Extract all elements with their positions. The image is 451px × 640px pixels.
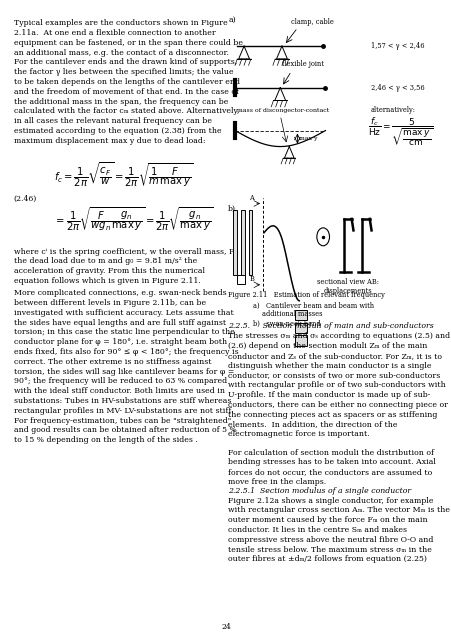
Bar (294, 323, 307, 333)
Text: displacements: displacements (323, 287, 372, 294)
Text: a)   Cantilever beam and beam with: a) Cantilever beam and beam with (253, 301, 373, 309)
Text: More complicated connections, e.g. swan-neck bends
between different levels in F: More complicated connections, e.g. swan-… (14, 289, 238, 444)
Text: where cⁱ is the spring coefficient, w the overall mass, F
the dead load due to m: where cⁱ is the spring coefficient, w th… (14, 248, 234, 285)
Text: The stresses σₘ and σₛ according to equations (2.5) and
(2.6) depend on the sect: The stresses σₘ and σₛ according to equa… (228, 332, 449, 438)
Text: alternatively:: alternatively: (370, 106, 415, 114)
Text: clamp, cable: clamp, cable (290, 17, 333, 26)
Text: b): b) (228, 205, 236, 212)
Text: 2.2.5.1  Section modulus of a single conductor: 2.2.5.1 Section modulus of a single cond… (228, 487, 410, 495)
Bar (294, 335, 307, 346)
Bar (233, 210, 236, 275)
Text: $\dfrac{f_c}{\mathrm{Hz}} = \dfrac{5}{\sqrt{\dfrac{\mathrm{max}\,y}{\mathrm{cm}}: $\dfrac{f_c}{\mathrm{Hz}} = \dfrac{5}{\s… (368, 115, 433, 148)
Text: 1,57 < γ < 2,46: 1,57 < γ < 2,46 (370, 42, 423, 50)
Bar (248, 210, 252, 275)
Text: a): a) (228, 16, 235, 24)
Bar (240, 210, 244, 275)
Text: 2,46 < γ < 3,56: 2,46 < γ < 3,56 (370, 84, 423, 92)
Text: 24: 24 (221, 623, 230, 631)
Text: B: B (249, 275, 253, 283)
Text: sectional view AB:: sectional view AB: (316, 278, 378, 287)
Text: $f_c = \dfrac{1}{2\pi}\sqrt{\dfrac{c_F}{w}} = \dfrac{1}{2\pi}\sqrt{\dfrac{1}{m}\: $f_c = \dfrac{1}{2\pi}\sqrt{\dfrac{c_F}{… (54, 160, 193, 189)
Text: flexible joint: flexible joint (282, 61, 324, 68)
Text: Figure 2.12a shows a single conductor, for example
with rectangular cross sectio: Figure 2.12a shows a single conductor, f… (228, 497, 449, 563)
Text: mass of discongector-contact: mass of discongector-contact (237, 108, 329, 113)
Bar (294, 310, 307, 320)
Text: max y: max y (298, 136, 317, 141)
Text: Figure 2.11   Estimation of relevant frequency: Figure 2.11 Estimation of relevant frequ… (228, 291, 384, 299)
Text: 2.2.5.     Section moduli of main and sub-conductors: 2.2.5. Section moduli of main and sub-co… (228, 322, 433, 330)
Text: additional masses: additional masses (262, 310, 322, 318)
Text: For calculation of section moduli the distribution of
bending stresses has to be: For calculation of section moduli the di… (228, 449, 435, 486)
Text: b)   swan-neck bend: b) swan-neck bend (253, 319, 320, 328)
Bar (236, 275, 244, 284)
Text: (2.46): (2.46) (14, 195, 37, 204)
Text: Typical examples are the conductors shown in Figure
2.11a.  At one end a flexibl: Typical examples are the conductors show… (14, 19, 242, 145)
Text: A: A (249, 193, 253, 202)
Text: $= \dfrac{1}{2\pi}\sqrt{\dfrac{F}{wg_n}\dfrac{g_n}{\mathrm{max}\,y}} = \dfrac{1}: $= \dfrac{1}{2\pi}\sqrt{\dfrac{F}{wg_n}\… (54, 205, 213, 233)
